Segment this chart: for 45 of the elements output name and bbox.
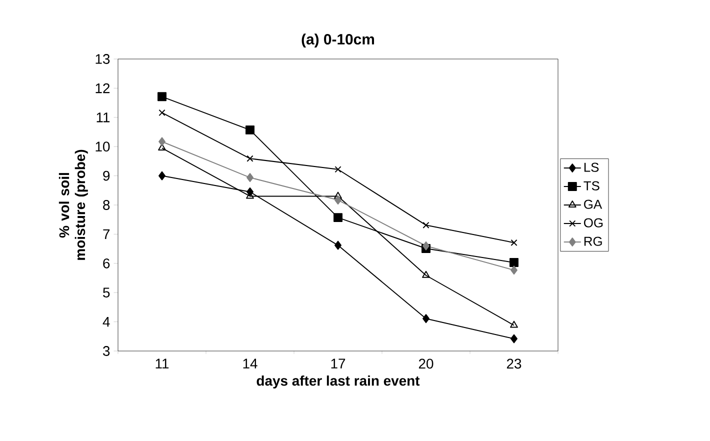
point — [422, 241, 430, 250]
y-tick-label: 9 — [103, 170, 110, 181]
point — [334, 240, 342, 250]
x-tick-label: 23 — [506, 358, 522, 369]
y-tick-label: 3 — [103, 346, 110, 356]
point — [422, 270, 430, 278]
point — [158, 92, 166, 102]
point — [334, 196, 342, 205]
x-tick-label: 17 — [331, 358, 346, 368]
y-tick-label: 8 — [103, 200, 110, 210]
y-tick-label: 11 — [96, 112, 110, 122]
point — [158, 137, 166, 146]
x-tick-label: 14 — [243, 358, 258, 368]
point — [246, 155, 254, 162]
y-tick-label: 7 — [103, 229, 110, 239]
y-tick-label: 6 — [103, 258, 110, 268]
point — [334, 213, 342, 222]
point — [422, 314, 430, 324]
point — [510, 320, 518, 328]
y-axis-title: % vol soil moisture (probe) — [58, 150, 88, 260]
y-tick-label: 4 — [102, 317, 110, 327]
legend-label: RG — [584, 236, 602, 246]
point — [334, 192, 342, 199]
point — [158, 171, 166, 180]
point — [510, 239, 518, 246]
legend-label: OG — [584, 218, 603, 228]
chart-title: (a) 0-10cm — [302, 34, 374, 48]
y-tick-label: 10 — [96, 142, 110, 152]
point — [510, 334, 518, 344]
y-tick-label: 12 — [96, 83, 110, 94]
point — [246, 125, 254, 134]
point — [334, 166, 342, 173]
x-tick-label: 11 — [156, 358, 169, 368]
y-tick-label: 5 — [103, 288, 110, 298]
point — [246, 173, 254, 182]
point — [510, 266, 518, 275]
y-tick-label: 13 — [96, 54, 110, 64]
legend-label: TS — [584, 181, 600, 190]
x-axis-title: days after last rain event — [256, 375, 420, 388]
legend-label: GA — [584, 200, 602, 209]
legend-label: LS — [584, 162, 599, 172]
point — [422, 222, 430, 228]
point — [158, 109, 166, 116]
x-tick-label: 20 — [418, 358, 434, 369]
point — [510, 258, 518, 268]
